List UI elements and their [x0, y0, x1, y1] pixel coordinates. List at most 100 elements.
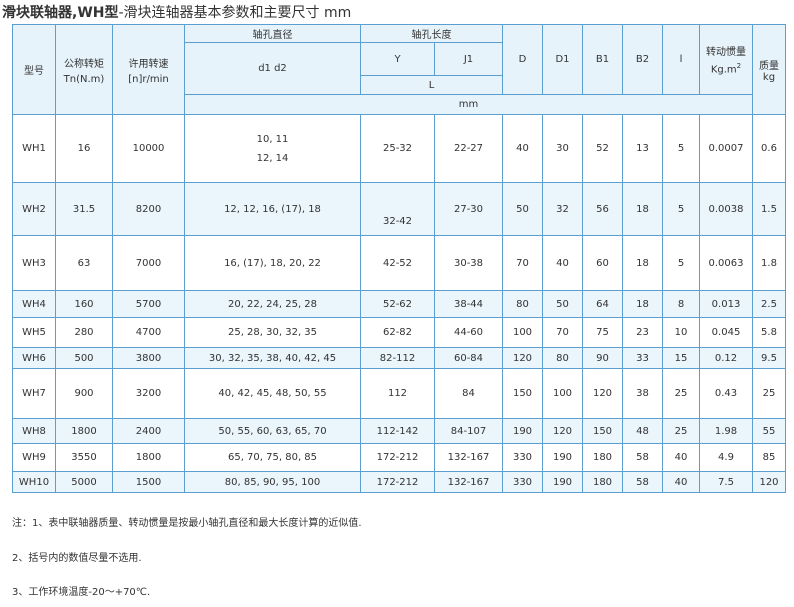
cell-inertia: 0.045	[699, 317, 753, 348]
cell-B1: 180	[582, 443, 623, 472]
cell-mass: 25	[752, 368, 786, 419]
cell-bore-d: 25, 28, 30, 32, 35	[184, 317, 361, 348]
cell-Y: 172-212	[360, 443, 435, 472]
cell-speed: 1500	[112, 471, 185, 493]
header-Y: Y	[360, 42, 435, 76]
header-L: L	[360, 75, 503, 95]
cell-l: 8	[662, 290, 700, 318]
header-B1: B1	[582, 24, 623, 95]
header-inertia-unit: Kg.m2	[710, 62, 742, 76]
cell-J1: 27-30	[434, 182, 503, 236]
cell-D: 50	[502, 182, 543, 236]
cell-speed: 1800	[112, 443, 185, 472]
cell-model: WH2	[12, 182, 56, 236]
cell-J1: 60-84	[434, 347, 503, 369]
cell-bore-d-line1: 10, 11	[256, 133, 289, 145]
table-body: WH1 16 10000 10, 11 12, 14 25-32 22-27 40…	[12, 114, 786, 493]
cell-B2: 58	[622, 471, 663, 493]
note-3: 3、工作环境温度-20～+70℃.	[12, 587, 151, 598]
cell-torque: 31.5	[55, 182, 113, 236]
cell-D: 120	[502, 347, 543, 369]
cell-D: 330	[502, 443, 543, 472]
table-row: WH6 500 3800 30, 32, 35, 38, 40, 42, 45 …	[12, 347, 786, 369]
header-model: 型号	[12, 24, 56, 115]
cell-bore-d-line2: 12, 14	[256, 152, 289, 164]
header-bore-diameter: 轴孔直径	[184, 24, 361, 43]
table-row: WH8 1800 2400 50, 55, 60, 63, 65, 70 112…	[12, 418, 786, 444]
cell-B1: 150	[582, 418, 623, 444]
table-row: WH2 31.5 8200 12, 12, 16, (17), 18 32-42…	[12, 182, 786, 236]
cell-J1: 30-38	[434, 235, 503, 291]
cell-l: 40	[662, 471, 700, 493]
cell-l: 5	[662, 235, 700, 291]
cell-torque: 1800	[55, 418, 113, 444]
cell-l: 15	[662, 347, 700, 369]
cell-B1: 60	[582, 235, 623, 291]
cell-inertia: 7.5	[699, 471, 753, 493]
cell-bore-d: 12, 12, 16, (17), 18	[184, 182, 361, 236]
cell-mass: 85	[752, 443, 786, 472]
table-header: 型号 公称转矩 Tn(N.m) 许用转速 [n]r/min 轴孔直径 轴孔长度 D …	[12, 24, 786, 115]
cell-mass: 120	[752, 471, 786, 493]
cell-speed: 3800	[112, 347, 185, 369]
table-row: WH1 16 10000 10, 11 12, 14 25-32 22-27 40…	[12, 114, 786, 183]
cell-J1: 84	[434, 368, 503, 419]
table-row: WH4 160 5700 20, 22, 24, 25, 28 52-62 38…	[12, 290, 786, 318]
cell-D: 150	[502, 368, 543, 419]
cell-torque: 900	[55, 368, 113, 419]
cell-D1: 32	[542, 182, 583, 236]
cell-l: 5	[662, 182, 700, 236]
cell-B1: 64	[582, 290, 623, 318]
cell-torque: 63	[55, 235, 113, 291]
cell-Y: 62-82	[360, 317, 435, 348]
note-2: 2、括号内的数值尽量不选用.	[12, 553, 142, 564]
cell-model: WH7	[12, 368, 56, 419]
header-bore-length: 轴孔长度	[360, 24, 503, 43]
header-speed: 许用转速 [n]r/min	[112, 24, 185, 115]
cell-B1: 56	[582, 182, 623, 236]
cell-D: 330	[502, 471, 543, 493]
cell-D: 190	[502, 418, 543, 444]
table-row: WH5 280 4700 25, 28, 30, 32, 35 62-82 44…	[12, 317, 786, 348]
cell-D1: 120	[542, 418, 583, 444]
header-mass: 质量kg	[752, 24, 786, 115]
cell-inertia: 0.013	[699, 290, 753, 318]
header-torque-unit: Tn(N.m)	[63, 73, 105, 85]
cell-D1: 80	[542, 347, 583, 369]
cell-speed: 2400	[112, 418, 185, 444]
cell-model: WH5	[12, 317, 56, 348]
coupling-spec-table: 型号 公称转矩 Tn(N.m) 许用转速 [n]r/min 轴孔直径 轴孔长度 D …	[12, 24, 786, 493]
title-main: 滑块联轴器,WH型	[2, 5, 119, 21]
header-D: D	[502, 24, 543, 95]
cell-J1: 22-27	[434, 114, 503, 183]
cell-B1: 90	[582, 347, 623, 369]
cell-torque: 280	[55, 317, 113, 348]
note-1: 注：1、表中联轴器质量、转动惯量是按最小轴孔直径和最大长度计算的近似值.	[12, 518, 362, 529]
cell-B2: 18	[622, 182, 663, 236]
cell-bore-d: 50, 55, 60, 63, 65, 70	[184, 418, 361, 444]
cell-bore-d: 65, 70, 75, 80, 85	[184, 443, 361, 472]
cell-B2: 33	[622, 347, 663, 369]
cell-D: 100	[502, 317, 543, 348]
cell-speed: 10000	[112, 114, 185, 183]
cell-model: WH9	[12, 443, 56, 472]
cell-D1: 30	[542, 114, 583, 183]
cell-B1: 120	[582, 368, 623, 419]
cell-bore-d: 30, 32, 35, 38, 40, 42, 45	[184, 347, 361, 369]
table-row: WH7 900 3200 40, 42, 45, 48, 50, 55 112 …	[12, 368, 786, 419]
cell-D1: 50	[542, 290, 583, 318]
cell-D: 70	[502, 235, 543, 291]
cell-mass: 2.5	[752, 290, 786, 318]
cell-B1: 75	[582, 317, 623, 348]
cell-Y: 42-52	[360, 235, 435, 291]
header-speed-unit: [n]r/min	[128, 73, 169, 85]
header-D1: D1	[542, 24, 583, 95]
cell-Y: 82-112	[360, 347, 435, 369]
cell-inertia: 0.0063	[699, 235, 753, 291]
cell-B2: 23	[622, 317, 663, 348]
cell-D: 80	[502, 290, 543, 318]
cell-B1: 52	[582, 114, 623, 183]
header-l: l	[662, 24, 700, 95]
cell-J1: 38-44	[434, 290, 503, 318]
header-J1: J1	[434, 42, 503, 76]
